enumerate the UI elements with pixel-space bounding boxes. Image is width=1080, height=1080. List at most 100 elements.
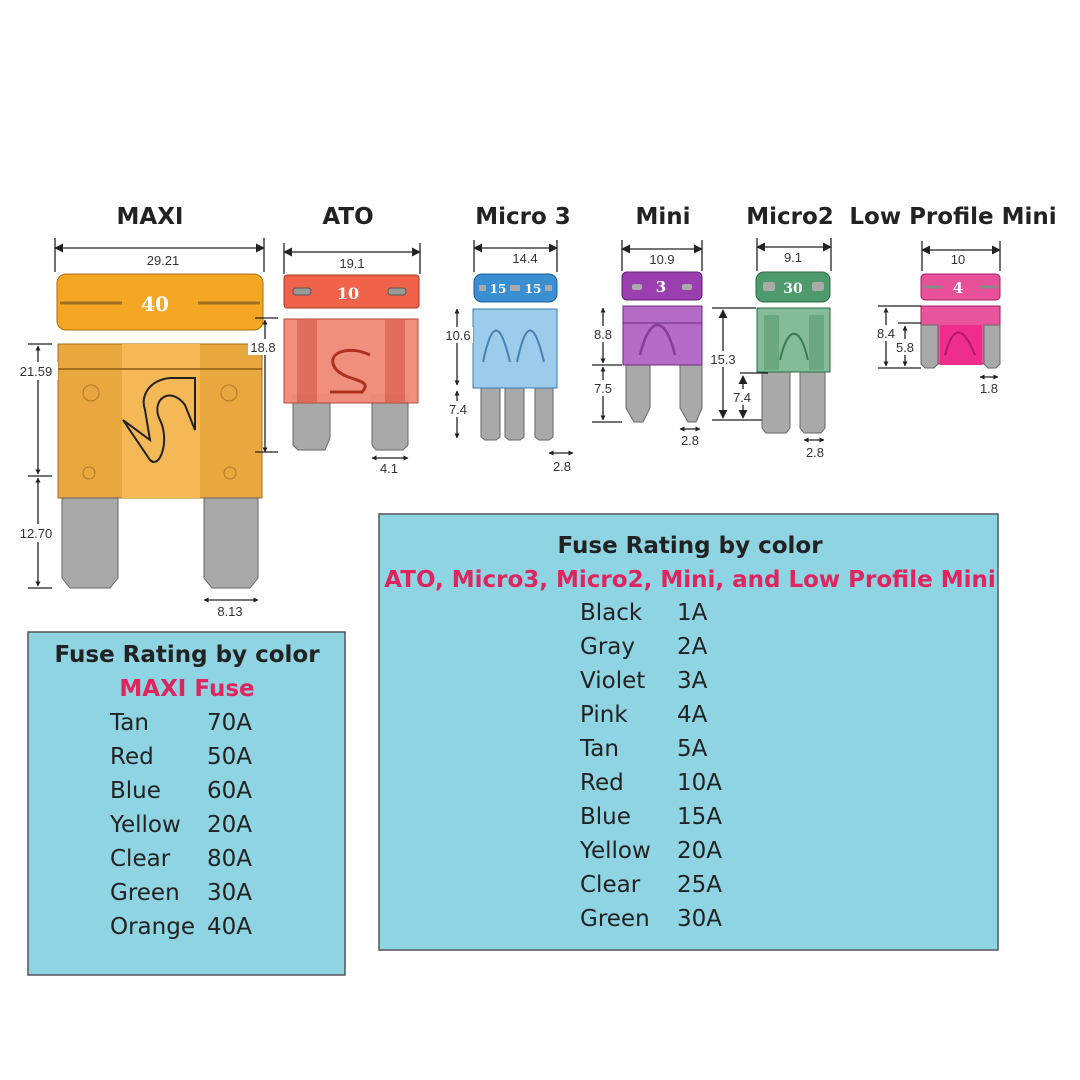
maxi-rating: 40: [141, 292, 169, 316]
micro3-body-height-label: 10.6: [445, 328, 470, 343]
table-row: Orange 40A: [110, 914, 252, 940]
lpm-rating: 4: [953, 279, 963, 297]
row-color: Black: [580, 600, 643, 626]
other-table-subtitle: ATO, Micro3, Micro2, Mini, and Low Profi…: [384, 567, 996, 593]
micro3-rating-a: 15: [490, 282, 507, 296]
row-color: Orange: [110, 914, 195, 940]
row-rating: 4A: [677, 702, 708, 728]
row-rating: 40A: [207, 914, 252, 940]
row-rating: 50A: [207, 744, 252, 770]
maxi-title: MAXI: [117, 204, 184, 230]
micro3-width-label: 14.4: [512, 251, 537, 266]
row-color: Yellow: [109, 812, 181, 838]
ato-title: ATO: [322, 204, 373, 230]
row-rating: 5A: [677, 736, 708, 762]
mini-prong-height-label: 7.5: [594, 381, 612, 396]
micro2-total-height-label: 15.3: [710, 352, 735, 367]
micro2-prong-width-label: 2.8: [806, 445, 824, 460]
lpm-prong-width-label: 1.8: [980, 381, 998, 396]
table-row: Blue 60A: [110, 778, 252, 804]
mini-prong-width-label: 2.8: [681, 433, 699, 448]
maxi-side-label: 18.8: [250, 340, 275, 355]
row-rating: 10A: [677, 770, 722, 796]
row-rating: 20A: [677, 838, 722, 864]
table-row: Green 30A: [110, 880, 252, 906]
table-row: Pink 4A: [580, 702, 708, 728]
row-color: Gray: [580, 634, 635, 660]
maxi-table-heading: Fuse Rating by color: [54, 642, 320, 668]
lpm-cap: [920, 273, 1001, 301]
row-color: Green: [110, 880, 180, 906]
row-color: Clear: [110, 846, 171, 872]
maxi-prong-width-label: 8.13: [217, 604, 242, 619]
micro2-title: Micro2: [746, 204, 834, 230]
mini-fuse: Mini 10.9 3 8.8 7.5 2.8: [590, 204, 703, 448]
table-row: Black 1A: [580, 600, 708, 626]
row-rating: 3A: [677, 668, 708, 694]
low-profile-mini-fuse: Low Profile Mini 10 4 8.4 5.8 1.8: [849, 204, 1056, 396]
row-rating: 25A: [677, 872, 722, 898]
micro2-cap: [755, 271, 831, 303]
mini-rating: 3: [656, 278, 666, 296]
row-rating: 1A: [677, 600, 708, 626]
row-color: Tan: [109, 710, 149, 736]
row-rating: 30A: [677, 906, 722, 932]
row-color: Blue: [110, 778, 161, 804]
table-row: Clear 80A: [110, 846, 252, 872]
row-color: Clear: [580, 872, 641, 898]
maxi-fuse: MAXI 29.21 40 21.59 12.70 18.8 8.13: [14, 204, 278, 619]
ato-width-label: 19.1: [339, 256, 364, 271]
ato-prong-width-label: 4.1: [380, 461, 398, 476]
lpm-inner-height-label: 5.8: [896, 340, 914, 355]
maxi-body-height-label: 21.59: [20, 364, 53, 379]
micro3-rating-b: 15: [525, 282, 542, 296]
maxi-prong-left: [61, 497, 119, 589]
maxi-cap: [56, 273, 264, 331]
ato-fuse: ATO 19.1 10 4.1: [283, 204, 421, 476]
micro2-rating: 30: [783, 281, 803, 297]
maxi-width-label: 29.21: [147, 253, 180, 268]
row-color: Violet: [580, 668, 645, 694]
table-row: Yellow 20A: [579, 838, 722, 864]
micro3-prong-height-label: 7.4: [449, 402, 467, 417]
micro2-prong-height-label: 7.4: [733, 390, 751, 405]
micro2-width-label: 9.1: [784, 250, 802, 265]
row-color: Red: [110, 744, 154, 770]
micro2-fuse: Micro2 9.1 30 15.3 7.4 2.8: [708, 204, 834, 460]
other-rating-table: Fuse Rating by color ATO, Micro3, Micro2…: [378, 513, 999, 951]
row-rating: 80A: [207, 846, 252, 872]
other-table-heading: Fuse Rating by color: [557, 533, 823, 559]
maxi-prong-height-label: 12.70: [20, 526, 53, 541]
table-row: Green 30A: [580, 906, 722, 932]
table-row: Tan 70A: [109, 710, 252, 736]
micro3-prong-width-label: 2.8: [553, 459, 571, 474]
row-rating: 60A: [207, 778, 252, 804]
ato-rating: 10: [337, 284, 359, 303]
row-color: Green: [580, 906, 650, 932]
mini-body-height-label: 8.8: [594, 327, 612, 342]
row-rating: 2A: [677, 634, 708, 660]
row-color: Blue: [580, 804, 631, 830]
table-row: Clear 25A: [580, 872, 722, 898]
row-rating: 70A: [207, 710, 252, 736]
table-row: Yellow 20A: [109, 812, 252, 838]
row-color: Yellow: [579, 838, 651, 864]
maxi-rating-table: Fuse Rating by color MAXI Fuse Tan 70A Red…: [27, 631, 346, 976]
ato-cap: [283, 274, 420, 309]
mini-title: Mini: [635, 204, 690, 230]
table-row: Violet 3A: [580, 668, 708, 694]
row-color: Tan: [579, 736, 619, 762]
mini-cap: [621, 271, 703, 301]
micro3-fuse: Micro 3 14.4 15 15 10.6 7.4 2.8: [443, 204, 574, 474]
maxi-prong-right: [203, 497, 259, 589]
mini-body: [622, 305, 703, 366]
mini-width-label: 10.9: [649, 252, 674, 267]
table-row: Gray 2A: [580, 634, 708, 660]
maxi-table-subtitle: MAXI Fuse: [119, 676, 254, 702]
row-rating: 30A: [207, 880, 252, 906]
row-rating: 15A: [677, 804, 722, 830]
lpm-title: Low Profile Mini: [849, 204, 1056, 230]
table-row: Tan 5A: [579, 736, 708, 762]
table-row: Red 50A: [110, 744, 252, 770]
